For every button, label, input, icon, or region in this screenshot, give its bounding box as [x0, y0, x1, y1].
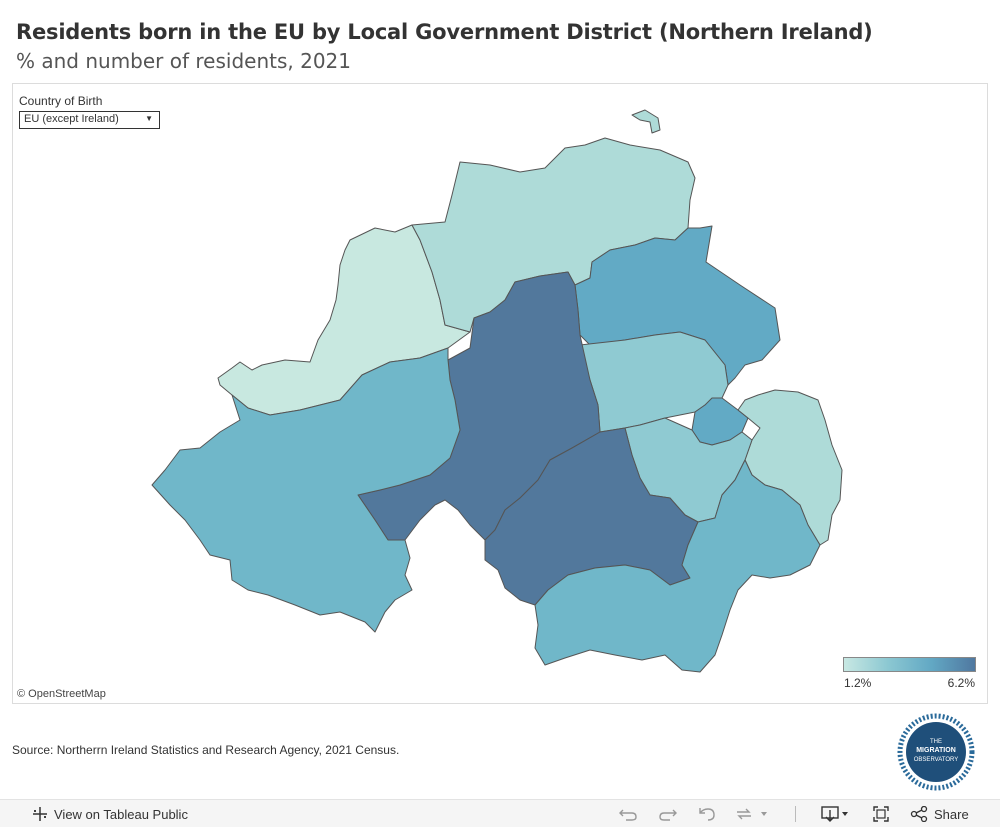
view-on-tableau-label: View on Tableau Public [54, 806, 188, 822]
migration-observatory-logo[interactable]: THE MIGRATION OBSERVATORY [896, 712, 976, 792]
share-label: Share [934, 806, 969, 822]
download-button[interactable] [820, 804, 852, 824]
source-note: Source: Northerrn Ireland Statistics and… [12, 743, 400, 757]
color-legend: 1.2% 6.2% [843, 657, 976, 690]
toolbar-divider [795, 806, 796, 822]
fullscreen-icon [873, 806, 889, 822]
legend-gradient-bar [843, 657, 976, 672]
district-mid-east-antrim[interactable] [574, 225, 781, 386]
logo-text-line3: OBSERVATORY [914, 757, 958, 763]
tableau-toolbar: View on Tableau Public Share [0, 799, 1000, 827]
logo-text-line1: THE [930, 739, 942, 745]
page-subtitle: % and number of residents, 2021 [16, 49, 352, 73]
undo-button[interactable] [618, 804, 638, 824]
refresh-icon [737, 808, 767, 820]
page-title: Residents born in the EU by Local Govern… [16, 20, 873, 44]
undo-icon [619, 809, 637, 821]
legend-max-label: 6.2% [947, 676, 975, 690]
download-icon [821, 806, 848, 822]
share-button[interactable]: Share [910, 806, 969, 822]
northern-ireland-map[interactable] [0, 0, 1000, 800]
caret-down-icon: ▼ [145, 114, 153, 123]
logo-text-line2: MIGRATION [916, 747, 956, 754]
revert-icon [699, 808, 715, 821]
map-attribution[interactable]: © OpenStreetMap [14, 688, 109, 700]
redo-button[interactable] [658, 804, 678, 824]
fullscreen-button[interactable] [872, 804, 890, 824]
legend-min-label: 1.2% [844, 676, 872, 690]
district-fermanagh-omagh[interactable] [151, 347, 461, 633]
tableau-logo-icon [33, 807, 47, 821]
dropdown-selected-value: EU (except Ireland) [24, 113, 119, 125]
revert-button[interactable] [697, 804, 717, 824]
redo-icon [659, 809, 677, 821]
district-newry-mourne-down[interactable] [534, 459, 821, 673]
district-rathlin-island[interactable] [631, 109, 661, 134]
country-of-birth-label: Country of Birth [19, 94, 103, 108]
refresh-button[interactable] [735, 804, 769, 824]
country-of-birth-dropdown[interactable]: EU (except Ireland) ▼ [19, 111, 160, 129]
share-icon [910, 806, 928, 822]
view-on-tableau-link[interactable]: View on Tableau Public [32, 806, 188, 822]
